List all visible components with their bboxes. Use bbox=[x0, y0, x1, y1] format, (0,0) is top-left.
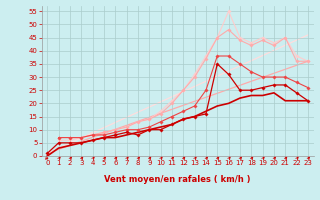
X-axis label: Vent moyen/en rafales ( km/h ): Vent moyen/en rafales ( km/h ) bbox=[104, 174, 251, 184]
